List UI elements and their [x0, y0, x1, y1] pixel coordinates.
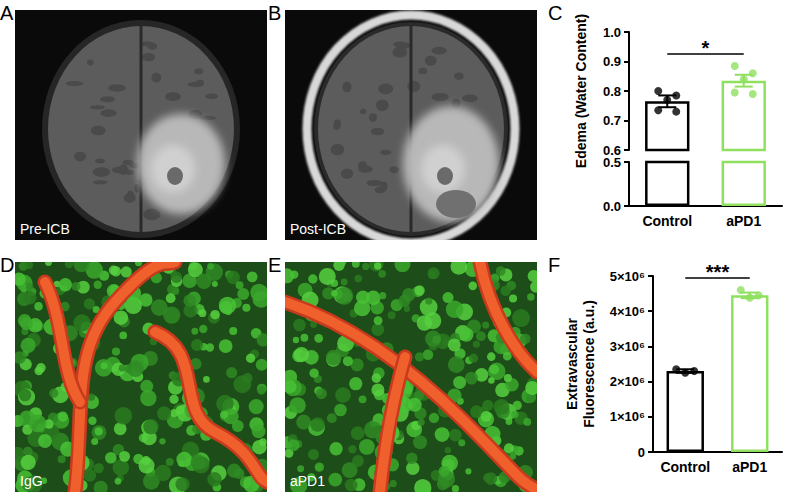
svg-text:0.6: 0.6 [602, 142, 621, 158]
svg-text:3×10⁶: 3×10⁶ [610, 339, 645, 354]
svg-text:Post-ICB: Post-ICB [290, 221, 346, 237]
svg-text:4×10⁶: 4×10⁶ [610, 304, 645, 319]
svg-text:aPD1: aPD1 [726, 213, 761, 229]
svg-text:Pre-ICB: Pre-ICB [20, 221, 70, 237]
svg-text:aPD1: aPD1 [732, 459, 767, 475]
svg-text:0.5: 0.5 [603, 155, 621, 170]
svg-text:0.0: 0.0 [603, 199, 621, 214]
svg-text:1×10⁶: 1×10⁶ [610, 409, 645, 424]
svg-text:*: * [702, 37, 710, 59]
svg-text:aPD1: aPD1 [290, 473, 325, 489]
html-text:A: A [0, 2, 14, 24]
html-text:E: E [268, 254, 282, 276]
svg-text:Fluorescence (a.u.): Fluorescence (a.u.) [581, 300, 597, 428]
svg-text:2×10⁶: 2×10⁶ [610, 374, 645, 389]
html-text:B: B [268, 2, 282, 24]
svg-text:0: 0 [638, 445, 645, 460]
svg-text:Control: Control [642, 213, 692, 229]
svg-text:5×10⁶: 5×10⁶ [610, 269, 645, 284]
svg-text:0.8: 0.8 [603, 84, 621, 99]
svg-text:***: *** [706, 261, 730, 283]
html-text:F: F [548, 254, 561, 276]
svg-text:Extravascular: Extravascular [564, 318, 580, 410]
svg-text:Control: Control [660, 459, 710, 475]
html-text:C: C [548, 2, 563, 24]
svg-text:0.7: 0.7 [603, 113, 621, 128]
svg-text:1.0: 1.0 [603, 25, 621, 40]
svg-text:0.9: 0.9 [603, 54, 621, 69]
svg-text:IgG: IgG [20, 473, 43, 489]
svg-text:Edema (Water Content): Edema (Water Content) [573, 14, 589, 168]
html-text:D: D [0, 254, 15, 276]
